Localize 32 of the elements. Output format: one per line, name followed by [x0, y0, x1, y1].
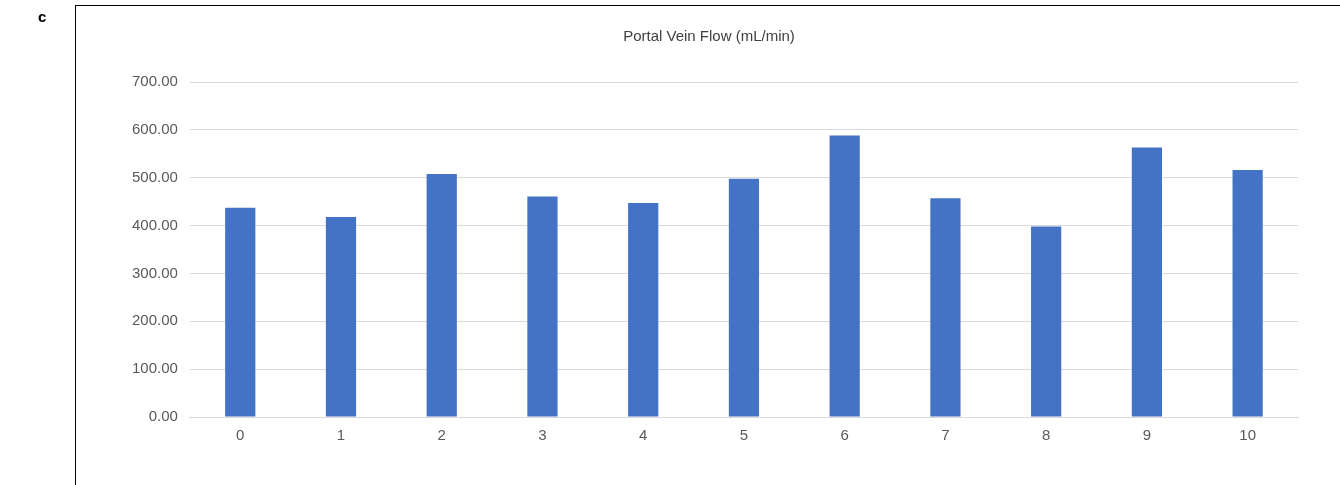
x-tick-label: 7	[941, 426, 950, 444]
x-tick-label: 6	[840, 426, 849, 444]
bar	[1131, 147, 1162, 417]
x-tick-label: 3	[538, 426, 547, 444]
y-tick-label: 700.00	[131, 72, 178, 90]
y-tick-label: 500.00	[131, 167, 178, 185]
bar	[1031, 226, 1062, 417]
bar	[829, 135, 860, 417]
bar	[1232, 170, 1263, 417]
x-tick-label: 5	[739, 426, 749, 444]
x-tick-label: 9	[1142, 426, 1152, 444]
x-tick-label: 0	[236, 426, 245, 444]
bar	[728, 178, 760, 417]
bar	[930, 198, 961, 417]
x-tick-label: 2	[437, 426, 446, 444]
y-tick-label: 100.00	[131, 359, 178, 377]
y-tick-label: 300.00	[131, 263, 178, 281]
y-tick-label: 200.00	[131, 311, 178, 329]
y-tick-label: 400.00	[131, 215, 178, 233]
y-tick-label: 600.00	[131, 120, 178, 137]
bar	[426, 173, 457, 417]
x-tick-label: 1	[336, 426, 346, 444]
bar	[225, 207, 256, 417]
chart-title: Portal Vein Flow (mL/min)	[623, 27, 795, 45]
x-tick-label: 10	[1239, 426, 1256, 444]
x-tick-label: 8	[1041, 426, 1051, 444]
bar	[628, 203, 659, 417]
text: c	[38, 8, 47, 25]
y-tick-label: 0.00	[148, 407, 178, 425]
x-tick-label: 4	[639, 426, 648, 444]
bar	[527, 196, 558, 417]
bar	[325, 216, 357, 417]
